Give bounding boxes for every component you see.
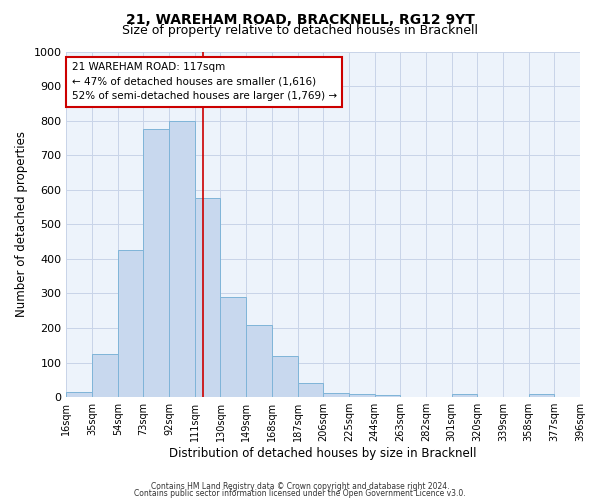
Bar <box>323 393 349 397</box>
Bar <box>272 356 298 397</box>
Text: Contains public sector information licensed under the Open Government Licence v3: Contains public sector information licen… <box>134 489 466 498</box>
Text: Contains HM Land Registry data © Crown copyright and database right 2024.: Contains HM Land Registry data © Crown c… <box>151 482 449 491</box>
Bar <box>452 394 477 397</box>
Bar <box>92 354 118 397</box>
Bar <box>349 394 374 397</box>
Bar <box>374 396 400 397</box>
Text: 21 WAREHAM ROAD: 117sqm
← 47% of detached houses are smaller (1,616)
52% of semi: 21 WAREHAM ROAD: 117sqm ← 47% of detache… <box>71 62 337 102</box>
Bar <box>246 324 272 397</box>
Bar <box>298 384 323 397</box>
Text: 21, WAREHAM ROAD, BRACKNELL, RG12 9YT: 21, WAREHAM ROAD, BRACKNELL, RG12 9YT <box>125 12 475 26</box>
Bar <box>169 120 195 397</box>
Bar <box>67 392 92 397</box>
Text: Size of property relative to detached houses in Bracknell: Size of property relative to detached ho… <box>122 24 478 37</box>
Bar <box>195 198 220 397</box>
Y-axis label: Number of detached properties: Number of detached properties <box>15 132 28 318</box>
Bar <box>529 394 554 397</box>
X-axis label: Distribution of detached houses by size in Bracknell: Distribution of detached houses by size … <box>169 447 477 460</box>
Bar <box>143 130 169 397</box>
Bar <box>118 250 143 397</box>
Bar <box>220 297 246 397</box>
